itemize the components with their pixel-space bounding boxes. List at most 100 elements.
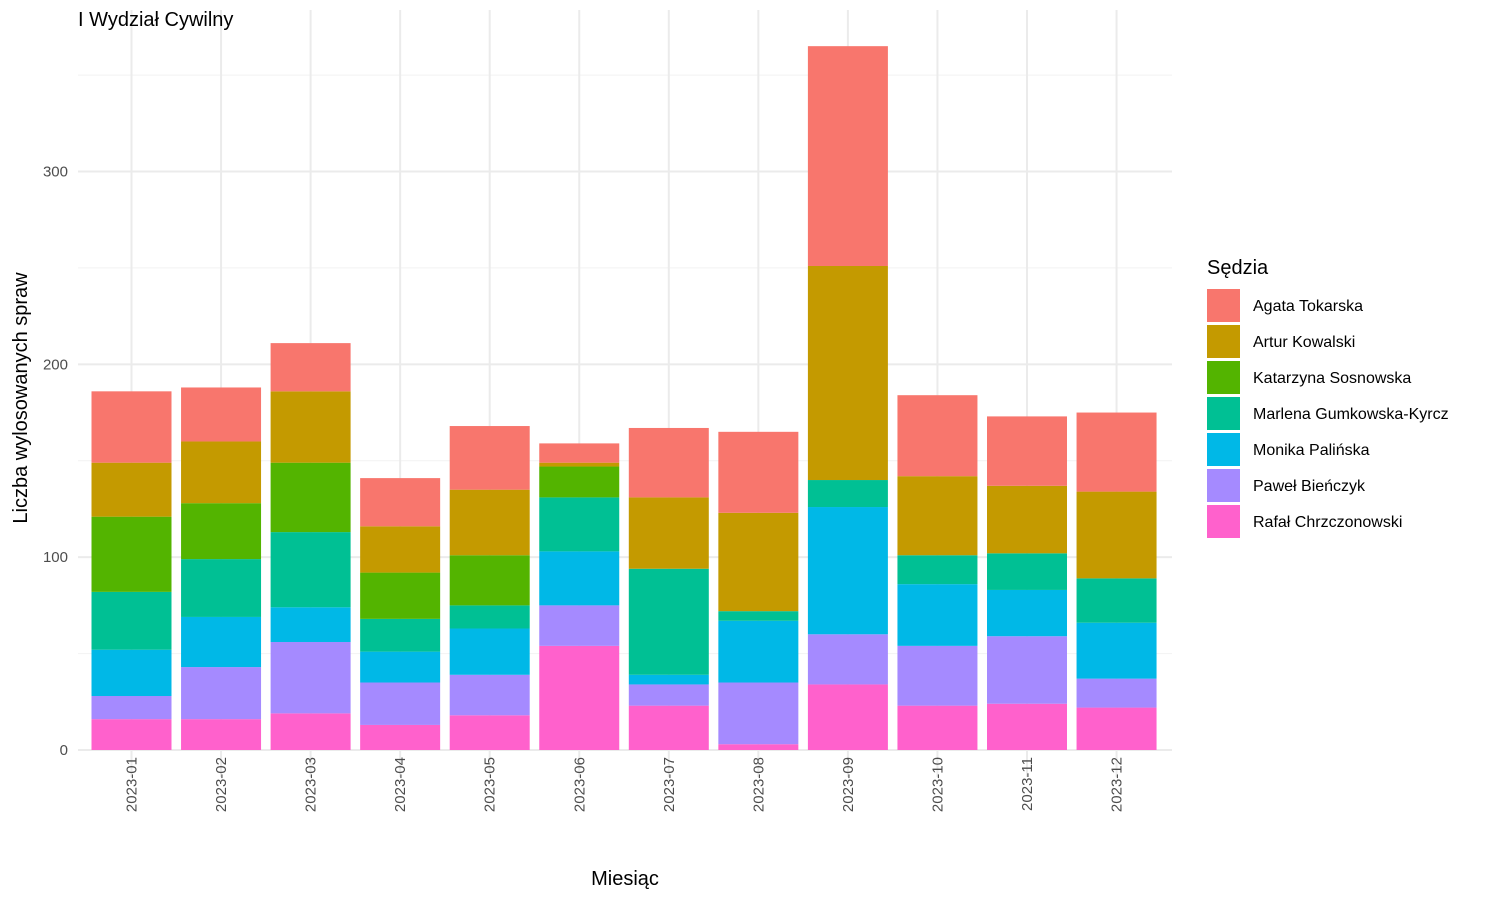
bar-segment xyxy=(449,426,530,490)
bar-segment xyxy=(270,642,351,714)
bar-segment xyxy=(897,476,978,556)
y-axis-title: Liczba wylosowanych spraw xyxy=(10,272,32,524)
bar-segment xyxy=(987,416,1067,486)
x-tick-label: 2023-05 xyxy=(482,757,499,812)
bar-segment xyxy=(270,462,351,533)
legend: Sędzia Agata Tokarska Artur Kowalski Katar… xyxy=(1207,257,1449,538)
bar-segment xyxy=(181,616,262,668)
bar-segment xyxy=(539,466,620,498)
bar-segment xyxy=(807,265,888,481)
bar-segment xyxy=(539,497,620,552)
legend-title: Sędzia xyxy=(1207,257,1269,279)
bar-segment xyxy=(270,343,351,392)
bar-segment xyxy=(539,605,620,646)
x-tick-label: 2023-11 xyxy=(1019,757,1036,811)
bar-segment xyxy=(449,489,530,556)
bar-segment xyxy=(91,649,172,697)
bar-segment xyxy=(807,684,888,750)
bar-segment xyxy=(718,611,799,621)
x-tick-label: 2023-08 xyxy=(750,757,767,812)
bar-segment xyxy=(449,715,530,750)
legend-label: Paweł Bieńczyk xyxy=(1253,478,1366,495)
bar-segment xyxy=(270,607,351,643)
bar-segment xyxy=(897,395,978,477)
bar-segment xyxy=(91,696,172,720)
bar-segment xyxy=(449,628,530,675)
legend-swatch xyxy=(1207,505,1240,538)
bar-segment xyxy=(449,674,530,716)
legend-swatch xyxy=(1207,325,1240,358)
bar-segment xyxy=(181,441,262,504)
bar-segment xyxy=(807,507,888,635)
bar-segment xyxy=(987,636,1067,704)
bar-segment xyxy=(628,427,709,498)
y-tick-label: 200 xyxy=(43,356,68,373)
legend-swatch xyxy=(1207,289,1240,322)
bar-segment xyxy=(360,651,441,683)
bar-segment xyxy=(91,591,172,650)
bar-segment xyxy=(539,551,620,606)
bar-segment xyxy=(987,553,1067,590)
x-tick-label: 2023-07 xyxy=(661,757,678,812)
x-axis-title: Miesiąc xyxy=(591,868,659,890)
legend-label: Marlena Gumkowska-Kyrcz xyxy=(1253,406,1449,423)
legend-swatch xyxy=(1207,469,1240,502)
bar-segment xyxy=(181,667,262,720)
bar-segment xyxy=(449,555,530,606)
bars xyxy=(91,46,1157,750)
bar-segment xyxy=(718,620,799,683)
bar-segment xyxy=(91,391,172,463)
bar-segment xyxy=(181,503,262,560)
legend-swatch xyxy=(1207,397,1240,430)
x-tick-labels: 2023-01 2023-02 2023-03 2023-04 2023-05 2023-… xyxy=(124,757,1126,812)
bar-segment xyxy=(1076,622,1157,679)
bar-segment xyxy=(987,485,1067,554)
bar-segment xyxy=(360,724,441,750)
bar-segment xyxy=(1076,491,1157,579)
bar-segment xyxy=(181,719,262,750)
bar-segment xyxy=(539,645,620,750)
bar-segment xyxy=(270,532,351,608)
bar-segment xyxy=(897,705,978,750)
bar-segment xyxy=(449,605,530,629)
x-tick-label: 2023-02 xyxy=(213,757,230,812)
legend-label: Monika Palińska xyxy=(1253,442,1370,459)
bar-segment xyxy=(628,705,709,750)
x-tick-label: 2023-03 xyxy=(303,757,320,812)
x-tick-label: 2023-12 xyxy=(1109,757,1126,812)
y-tick-label: 100 xyxy=(43,549,68,566)
bar-segment xyxy=(628,674,709,685)
x-tick-label: 2023-04 xyxy=(392,757,409,812)
x-tick-label: 2023-06 xyxy=(571,757,588,812)
x-tick-label: 2023-01 xyxy=(124,757,141,812)
bar-segment xyxy=(360,478,441,527)
bar-segment xyxy=(807,634,888,685)
bar-segment xyxy=(1076,578,1157,623)
bar-segment xyxy=(897,555,978,585)
bar-segment xyxy=(539,443,620,463)
bar-segment xyxy=(897,584,978,646)
bar-segment xyxy=(360,618,441,652)
bar-segment xyxy=(718,744,799,750)
y-tick-label: 0 xyxy=(60,742,68,759)
bar-segment xyxy=(270,391,351,463)
x-tick-label: 2023-10 xyxy=(929,757,946,812)
chart-title: I Wydział Cywilny xyxy=(78,9,233,31)
bar-segment xyxy=(718,512,799,612)
y-tick-label: 300 xyxy=(43,164,68,181)
bar-segment xyxy=(539,462,620,467)
legend-label: Agata Tokarska xyxy=(1253,298,1363,315)
bar-segment xyxy=(628,684,709,706)
bar-segment xyxy=(987,589,1067,637)
legend-label: Artur Kowalski xyxy=(1253,334,1355,351)
legend-label: Rafał Chrzczonowski xyxy=(1253,514,1402,531)
bar-segment xyxy=(807,480,888,508)
bar-segment xyxy=(1076,412,1157,492)
bar-segment xyxy=(897,645,978,706)
bar-segment xyxy=(91,719,172,750)
bar-segment xyxy=(91,462,172,517)
x-tick-label: 2023-09 xyxy=(840,757,857,812)
bar-segment xyxy=(360,682,441,725)
bar-segment xyxy=(270,713,351,750)
